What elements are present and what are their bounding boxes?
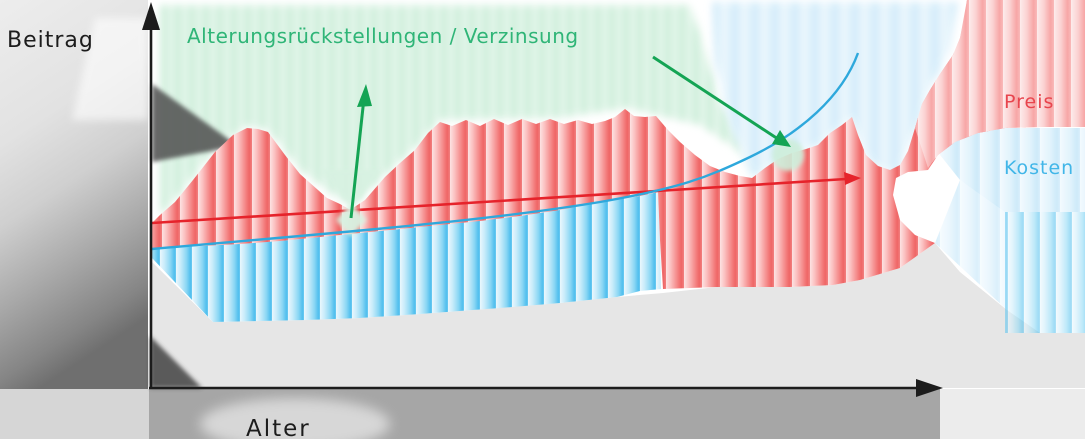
reserve-arrow-down-shaft [652,55,779,141]
y-axis-label: Beitrag [7,28,94,53]
y-axis-arrowhead [142,2,160,30]
reserve-outflow-blob [772,139,804,171]
left-panel-highlight [72,18,148,120]
floor-area [152,243,1085,388]
reserve-green-halo [160,5,752,215]
premium-area [152,0,1085,289]
reserve-arrow-down-head [772,130,791,147]
axis-shadow-bottom [150,336,202,388]
cost-label: Kosten [1004,157,1074,179]
cost-area [152,192,661,322]
reserve-arrow-up-shaft [349,97,366,219]
price-line [151,177,847,225]
blue-right-column [1005,212,1085,333]
alter-label-halo [200,398,390,439]
axis-shadow-top [152,84,238,162]
bottom-band-right [940,389,1085,439]
reserve-inflow-blob [322,170,382,208]
pale-blue-wedge [935,180,1007,310]
cost-pale-halo [712,2,958,178]
price-line-arrowhead [844,172,861,185]
reserve-inflow-diamond [336,203,367,237]
x-axis-arrowhead [916,379,943,397]
x-axis-label: Alter [246,416,311,439]
bottom-band-left [0,389,149,439]
preis-label-band [915,0,1085,168]
reserve-arrow-up-head [357,84,372,107]
cost-curve [151,52,860,251]
price-label: Preis [1004,91,1054,113]
reserve-label: Alterungsrückstellungen / Verzinsung [187,24,579,48]
kosten-label-band [938,128,1085,212]
